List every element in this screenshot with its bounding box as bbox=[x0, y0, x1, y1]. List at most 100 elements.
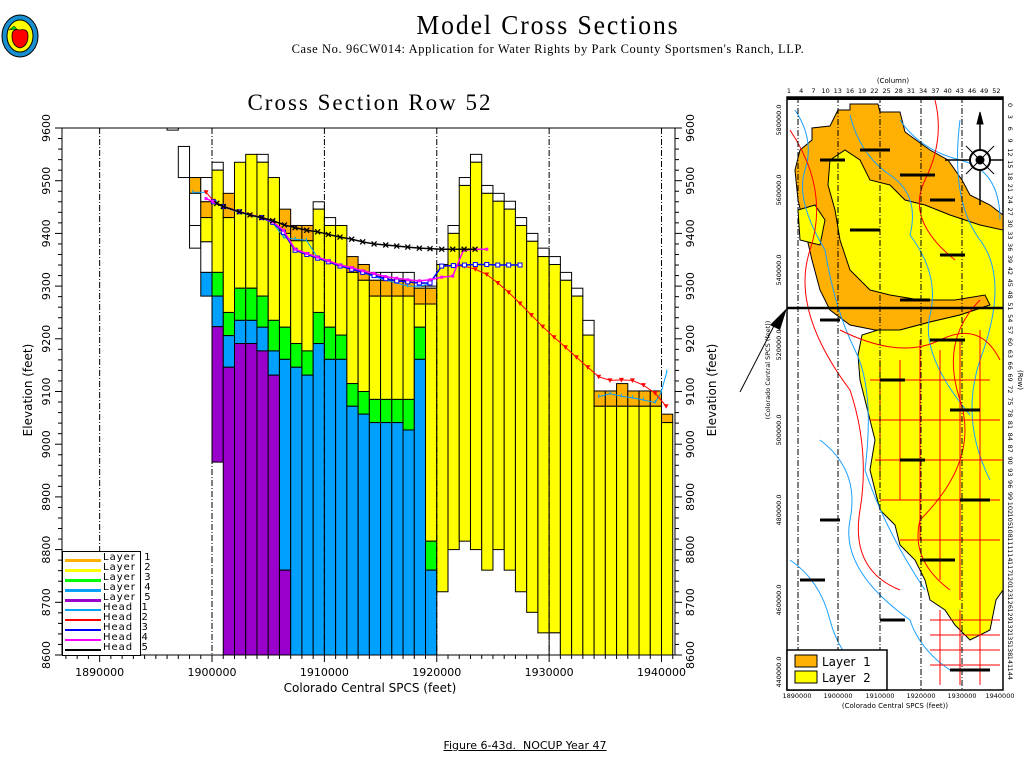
y-tick-label-right: 8600 bbox=[684, 641, 697, 669]
map-column-label: 40 bbox=[943, 87, 951, 95]
map-row-label: 114 bbox=[1006, 549, 1014, 561]
map-row-label: 60 bbox=[1006, 338, 1014, 346]
y-tick-label-left: 9200 bbox=[40, 325, 53, 353]
head5-marker bbox=[314, 228, 321, 235]
empty-cell-outline bbox=[177, 145, 191, 179]
y-tick-label-left: 8600 bbox=[40, 641, 53, 669]
map-x-labels: 1890000 1900000 1910000 1920000 1930000 19400… bbox=[783, 692, 1015, 700]
map-x-label: 1930000 bbox=[948, 692, 977, 700]
map-row-label: 42 bbox=[1006, 267, 1014, 275]
head2-marker bbox=[472, 267, 478, 272]
head5-marker bbox=[359, 238, 366, 245]
map-column-label: 52 bbox=[992, 87, 1000, 95]
x-tick-label: 1940000 bbox=[637, 666, 686, 679]
head5-marker bbox=[269, 217, 276, 224]
map-column-label: 46 bbox=[968, 87, 976, 95]
compass-rose-icon bbox=[945, 111, 1003, 205]
map-y-label: 460000.0 bbox=[775, 584, 783, 615]
layer3-swatch bbox=[65, 579, 101, 582]
map-row-label: 90 bbox=[1006, 456, 1014, 464]
map-row-label: 87 bbox=[1006, 445, 1014, 453]
map-row-label: 69 bbox=[1006, 373, 1014, 381]
head4-marker bbox=[271, 220, 275, 224]
layer2-swatch bbox=[65, 569, 101, 572]
head5-marker bbox=[404, 244, 411, 251]
legend-item-layer3: Layer 3 bbox=[65, 572, 151, 585]
head4-marker bbox=[281, 228, 285, 232]
map-row-label: 30 bbox=[1006, 219, 1014, 227]
y-tick-label-left: 8800 bbox=[40, 536, 53, 564]
head5-marker bbox=[247, 211, 253, 218]
head2-marker bbox=[663, 404, 669, 409]
head3-marker bbox=[517, 262, 523, 268]
y-tick-label-left: 9400 bbox=[40, 219, 53, 247]
legend-item-head2: Head 2 bbox=[65, 612, 148, 625]
figure-caption-text: Figure 6-43d. NOCUP Year 47 bbox=[443, 739, 607, 752]
head4-marker bbox=[316, 255, 320, 259]
head5-marker bbox=[258, 214, 265, 221]
map-x-label: 1890000 bbox=[783, 692, 812, 700]
head2-marker bbox=[607, 378, 613, 383]
legend-item-layer1: Layer 1 bbox=[65, 552, 151, 565]
map-row-label: 3 bbox=[1006, 115, 1014, 119]
y-tick-label-left: 9600 bbox=[40, 114, 53, 142]
map-y-label: 480000.0 bbox=[775, 494, 783, 525]
head5-marker bbox=[303, 227, 310, 234]
head4-marker bbox=[395, 276, 399, 280]
legend-label: Layer 4 bbox=[103, 582, 152, 593]
map-row-title: (Row) bbox=[1016, 370, 1024, 390]
page-title: Model Cross Sections bbox=[416, 10, 680, 40]
legend-label: Layer 2 bbox=[103, 562, 152, 573]
legend-item-head1: Head 1 bbox=[65, 602, 148, 615]
map-row-label: 36 bbox=[1006, 243, 1014, 251]
map-row-label: 123 bbox=[1006, 585, 1014, 597]
axes: 8600 8600 8700 8700 8800 8800 8900 8900 9000 9000… bbox=[40, 114, 697, 679]
head4-marker bbox=[406, 278, 410, 282]
map-row-label: 6 bbox=[1006, 127, 1014, 131]
map-row-label: 96 bbox=[1006, 480, 1014, 488]
head4-marker bbox=[204, 197, 208, 201]
map-row-label: 0 bbox=[1006, 103, 1014, 107]
map-row-label: 27 bbox=[1006, 208, 1014, 216]
head3-marker bbox=[472, 261, 478, 267]
map-x-label: 1900000 bbox=[824, 692, 853, 700]
layer5-swatch bbox=[65, 599, 101, 602]
map-column-label: 37 bbox=[931, 87, 939, 95]
head5-marker bbox=[348, 236, 355, 243]
map-row-label: 132 bbox=[1006, 620, 1014, 632]
head2-marker bbox=[495, 280, 501, 286]
head3-marker bbox=[461, 262, 467, 268]
map-row-label: 117 bbox=[1006, 561, 1014, 573]
map-x-label: 1940000 bbox=[986, 692, 1015, 700]
head2-marker bbox=[203, 190, 209, 195]
legend-item-head5: Head 5 bbox=[65, 642, 148, 655]
head4-marker bbox=[428, 278, 432, 282]
legend-item-layer5: Layer 5 bbox=[65, 592, 151, 605]
map-row-label: 48 bbox=[1006, 290, 1014, 298]
head3-swatch bbox=[65, 629, 101, 631]
map-row-label: 15 bbox=[1006, 160, 1014, 168]
map-y-label: 440000.0 bbox=[775, 656, 783, 687]
map-row-label: 138 bbox=[1006, 644, 1014, 656]
legend-item-layer2: Layer 2 bbox=[65, 562, 151, 575]
head4-marker bbox=[417, 279, 421, 283]
map-column-label: 43 bbox=[956, 87, 964, 95]
y-tick-label-right: 9300 bbox=[684, 272, 697, 300]
head5-marker bbox=[449, 246, 456, 253]
y-axis-label-right: Elevation (feet) bbox=[705, 344, 719, 437]
head2-marker bbox=[562, 345, 568, 350]
head4-marker bbox=[293, 247, 297, 251]
map-row-label: 66 bbox=[1006, 362, 1014, 370]
y-tick-label-left: 9000 bbox=[40, 430, 53, 458]
legend-item-layer4: Layer 4 bbox=[65, 582, 151, 595]
legend-item-head3: Head 3 bbox=[65, 622, 148, 635]
head3-marker bbox=[450, 263, 456, 269]
map-row-label: 45 bbox=[1006, 279, 1014, 287]
head2-marker bbox=[540, 324, 546, 330]
head5-swatch bbox=[65, 649, 101, 651]
legend-label: Head 4 bbox=[103, 632, 149, 643]
head-series bbox=[192, 189, 669, 409]
head5-marker bbox=[337, 234, 343, 241]
map-row-label: 72 bbox=[1006, 385, 1014, 393]
